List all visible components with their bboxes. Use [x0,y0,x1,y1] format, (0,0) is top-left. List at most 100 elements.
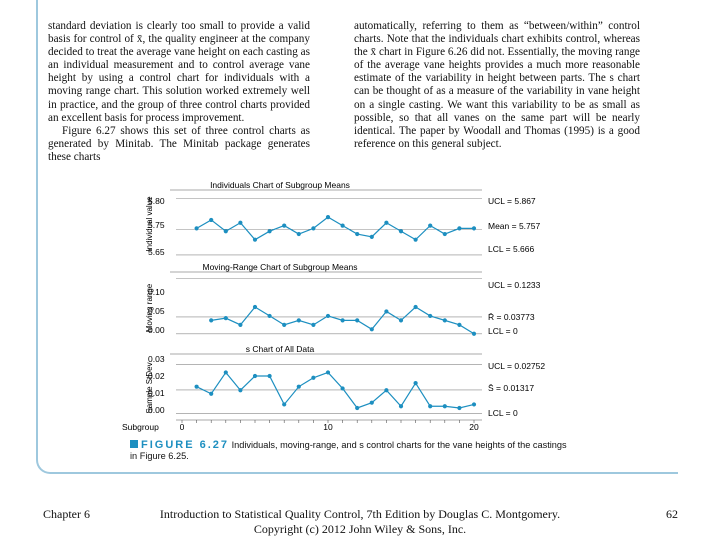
figure-caption: FIGURE 6.27 Individuals, moving-range, a… [130,440,570,462]
left-paragraph-2: Figure 6.27 shows this set of three cont… [48,124,310,163]
panel2-point [428,313,433,319]
panel3-ucl-label: UCL = 0.02752 [488,361,545,371]
panel1-point [457,226,462,231]
panel2-point [311,322,316,327]
panel3-tick-2: 0.02 [148,371,165,381]
panel2-point [325,313,331,319]
panel3-point [355,405,360,411]
panel3-tick-4: 0.00 [148,405,165,415]
panel1-point [369,234,374,239]
caption-label: FIGURE 6.27 [141,439,230,451]
panel1-point [223,229,228,234]
panel2-tick-1: 0.10 [148,287,165,297]
panel2-point [252,304,258,310]
panel3-tick-3: 0.01 [148,388,165,398]
panel3-point [471,402,477,407]
panel2-point [413,304,418,310]
left-column: standard deviation is clearly too small … [48,20,310,164]
panel1-point [340,223,345,228]
panel3-point [296,384,301,389]
panel3-point [252,373,258,379]
panel1-point [311,226,316,231]
panel1-point [282,223,287,228]
panel2-point [238,322,243,327]
control-charts-figure: Individuals Chart of Subgroup Means Movi… [120,176,560,438]
panel3-title: s Chart of All Data [246,344,315,354]
panel1-center-label: Mean = 5.757 [488,221,540,231]
panel1-point [252,237,258,242]
panel1-point [471,226,477,231]
panel1-point [238,220,243,225]
panel3-series-line [196,371,475,409]
panel3-point [340,386,345,391]
panel3-point [413,381,418,386]
panel1-tick-2: 5.75 [148,220,165,230]
footer-citation: Introduction to Statistical Quality Cont… [150,507,570,537]
panel1-point [267,229,272,234]
panel1-point [413,237,418,242]
panel2-center-label: R̄ = 0.03773 [488,312,535,322]
panel1-ucl-label: UCL = 5.867 [488,196,536,206]
panel3-center-label: S̄ = 0.01317 [488,383,534,393]
panel2-point [471,331,477,336]
panel2-tick-3: 0.00 [148,325,165,335]
panel1-point [209,217,214,223]
panel1-point [355,231,360,237]
charts-svg: Individuals Chart of Subgroup Means Movi… [122,180,545,432]
x-tick-10: 10 [323,422,333,432]
right-column: automatically, referring to them as “bet… [354,20,640,151]
panel3-point [282,402,287,407]
panel3-point [442,404,447,409]
panel2-point [267,313,272,319]
panel3-point [267,373,272,379]
panel1-point [296,231,301,237]
panel1-point [384,220,389,225]
panel2-point [340,318,345,323]
panel2-point [282,322,287,327]
panel3-point [369,400,374,405]
footer-page-number: 62 [666,507,678,521]
left-paragraph-1: standard deviation is clearly too small … [48,20,310,124]
panel2-point [355,318,360,323]
plot-layer [170,189,482,423]
panel1-point [442,231,447,237]
panel2-point [369,327,374,332]
panel3-tick-1: 0.03 [148,354,165,364]
panel1-series-line [196,216,474,241]
panel1-tick-3: 5.65 [148,247,165,257]
panel3-ylabel: Sample StDev [145,362,154,413]
caption-text: Individuals, moving-range, and s control… [130,440,567,461]
panel3-point [223,370,228,375]
panel3-lcl-label: LCL = 0 [488,408,518,418]
caption-square-icon [130,440,138,448]
x-axis-label: Subgroup [122,422,159,432]
panel2-point [457,322,462,327]
panel1-lcl-label: LCL = 5.666 [488,244,535,254]
panel1-tick-1: 5.80 [148,196,165,206]
panel2-ylabel: Moving range [145,283,154,332]
panel3-point [398,404,404,409]
panel3-point [238,388,243,393]
panel1-point [398,229,404,234]
panel2-point [442,318,447,323]
panel3-point [384,388,389,393]
panel3-point [194,384,199,389]
panel2-point [223,316,228,321]
footer-chapter: Chapter 6 [43,507,90,521]
panel2-point [209,318,214,323]
panel2-point [384,309,389,314]
right-paragraph-1: automatically, referring to them as “bet… [354,20,640,150]
footer-citation-line2: Copyright (c) 2012 John Wiley & Sons, In… [253,522,467,536]
panel1-point [194,226,199,231]
panel3-point [311,375,316,380]
panel2-title: Moving-Range Chart of Subgroup Means [203,262,358,272]
panel2-point [398,318,404,323]
page-frame [36,0,678,474]
x-tick-0: 0 [180,422,185,432]
panel3-point [209,391,214,396]
panel1-title: Individuals Chart of Subgroup Means [210,180,350,190]
panel3-point [428,404,433,409]
panel2-lcl-label: LCL = 0 [488,326,518,336]
panel1-ylabel: Individual value [145,196,154,252]
panel2-tick-2: 0.05 [148,306,165,316]
